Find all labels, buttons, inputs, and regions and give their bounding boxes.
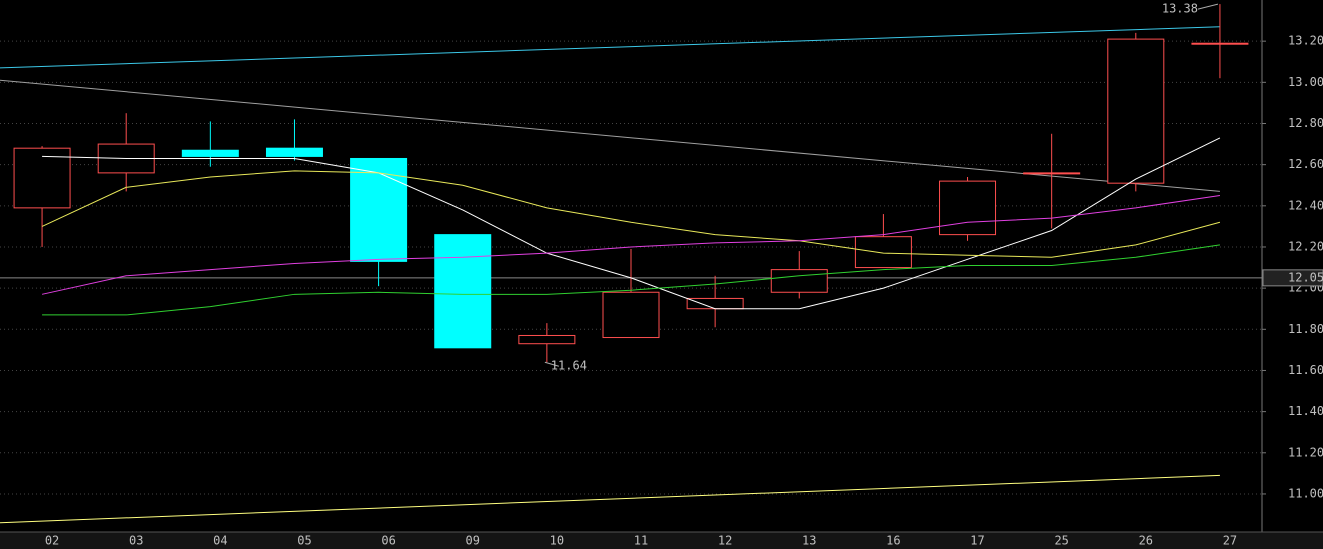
y-tick-label: 11.20 xyxy=(1288,445,1323,459)
candle-body xyxy=(1107,38,1165,184)
x-tick-label: 11 xyxy=(634,534,648,548)
trend-line xyxy=(0,79,1220,192)
y-tick-label: 12.60 xyxy=(1288,157,1323,171)
y-tick-label: 13.20 xyxy=(1288,34,1323,48)
y-tick-label: 12.80 xyxy=(1288,116,1323,130)
x-tick-label: 16 xyxy=(886,534,900,548)
candle-body xyxy=(939,180,997,236)
y-tick-label: 11.00 xyxy=(1288,486,1323,500)
candle-body xyxy=(265,147,323,157)
candle-body xyxy=(1191,42,1249,45)
moving-average xyxy=(42,137,1221,310)
x-tick-label: 27 xyxy=(1223,534,1237,548)
candle-body xyxy=(854,236,912,269)
y-tick-label: 13.00 xyxy=(1288,75,1323,89)
x-tick-label: 05 xyxy=(297,534,311,548)
y-tick-label: 11.60 xyxy=(1288,363,1323,377)
annotation-arrow xyxy=(1197,3,1219,10)
candle-body xyxy=(181,149,239,157)
candle-body xyxy=(518,334,576,345)
annotation-label: 11.64 xyxy=(551,359,587,373)
candle-body xyxy=(770,269,828,293)
y-tick-label: 11.40 xyxy=(1288,404,1323,418)
candle-body xyxy=(350,157,408,262)
y-tick-label: 12.40 xyxy=(1288,198,1323,212)
candle-body xyxy=(13,147,71,209)
candle-body xyxy=(434,234,492,349)
trend-line xyxy=(0,26,1220,69)
candle-body xyxy=(686,297,744,310)
annotation-label: 13.38 xyxy=(1162,2,1198,16)
y-tick-label: 11.80 xyxy=(1288,322,1323,336)
x-axis-band xyxy=(0,532,1323,549)
trend-line xyxy=(0,474,1220,524)
candle-body xyxy=(602,291,660,339)
last-price-label: 12.05 xyxy=(1288,270,1323,284)
x-tick-label: 09 xyxy=(466,534,480,548)
x-tick-label: 02 xyxy=(45,534,59,548)
moving-average xyxy=(42,244,1221,316)
x-tick-label: 04 xyxy=(213,534,227,548)
x-tick-label: 26 xyxy=(1139,534,1153,548)
x-tick-label: 17 xyxy=(970,534,984,548)
moving-average xyxy=(41,195,1221,295)
x-tick-label: 12 xyxy=(718,534,732,548)
candle-body xyxy=(1023,172,1081,175)
moving-average xyxy=(41,170,1221,258)
x-tick-label: 03 xyxy=(129,534,143,548)
last-price-box xyxy=(1262,269,1323,287)
x-tick-label: 06 xyxy=(381,534,395,548)
annotation-arrow xyxy=(544,361,560,367)
x-tick-label: 10 xyxy=(550,534,564,548)
x-tick-label: 13 xyxy=(802,534,816,548)
x-tick-label: 25 xyxy=(1054,534,1068,548)
y-tick-label: 12.20 xyxy=(1288,239,1323,253)
